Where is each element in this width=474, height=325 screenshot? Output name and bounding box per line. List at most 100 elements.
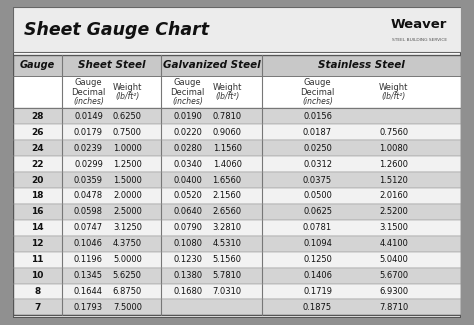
Text: 4.5310: 4.5310	[213, 239, 242, 248]
Text: 0.0640: 0.0640	[173, 207, 202, 216]
Text: 0.0478: 0.0478	[74, 191, 103, 201]
Text: 1.1560: 1.1560	[213, 144, 242, 153]
Text: 0.7500: 0.7500	[113, 128, 142, 137]
Text: 1.0080: 1.0080	[379, 144, 408, 153]
Text: 28: 28	[31, 112, 44, 121]
Text: STEEL BUILDING SERVICE: STEEL BUILDING SERVICE	[392, 38, 447, 42]
Text: (inches): (inches)	[73, 97, 104, 106]
Text: 0.0179: 0.0179	[74, 128, 103, 137]
Text: 2.1560: 2.1560	[213, 191, 242, 201]
Text: 2.5200: 2.5200	[379, 207, 408, 216]
Text: Decimal: Decimal	[71, 88, 106, 97]
Text: 0.0598: 0.0598	[74, 207, 103, 216]
Text: 0.1644: 0.1644	[74, 287, 103, 296]
Text: Galvanized Steel: Galvanized Steel	[163, 60, 260, 70]
Text: 3.1250: 3.1250	[113, 223, 142, 232]
Text: Sheet Steel: Sheet Steel	[78, 60, 145, 70]
Bar	[13, 299, 461, 315]
Text: 0.7560: 0.7560	[379, 128, 408, 137]
Text: 11: 11	[31, 255, 44, 264]
Text: 7: 7	[34, 303, 41, 312]
Text: 14: 14	[31, 223, 44, 232]
Text: Stainless Steel: Stainless Steel	[318, 60, 405, 70]
Text: 0.0500: 0.0500	[303, 191, 332, 201]
Text: 0.1719: 0.1719	[303, 287, 332, 296]
Text: 0.0239: 0.0239	[74, 144, 103, 153]
Text: 0.1345: 0.1345	[74, 271, 103, 280]
Text: Decimal: Decimal	[171, 88, 205, 97]
Text: 1.5120: 1.5120	[379, 176, 408, 185]
Text: 0.1094: 0.1094	[303, 239, 332, 248]
Text: 0.1680: 0.1680	[173, 287, 202, 296]
Text: 1.6560: 1.6560	[213, 176, 242, 185]
Text: 8: 8	[34, 287, 41, 296]
Text: Decimal: Decimal	[301, 88, 335, 97]
Text: 5.1560: 5.1560	[213, 255, 242, 264]
Text: 0.1406: 0.1406	[303, 271, 332, 280]
Bar	[13, 124, 461, 140]
Text: 7.8710: 7.8710	[379, 303, 408, 312]
Bar	[62, 76, 161, 109]
Text: 2.6560: 2.6560	[213, 207, 242, 216]
Text: 0.0299: 0.0299	[74, 160, 103, 169]
Text: 0.6250: 0.6250	[113, 112, 142, 121]
Text: Gauge: Gauge	[20, 60, 55, 70]
Text: 10: 10	[31, 271, 44, 280]
Text: 26: 26	[31, 128, 44, 137]
Text: 0.1046: 0.1046	[74, 239, 103, 248]
Bar	[13, 172, 461, 188]
Text: 0.0312: 0.0312	[303, 160, 332, 169]
Text: 1.2600: 1.2600	[379, 160, 408, 169]
Bar	[13, 7, 461, 52]
Text: 5.0400: 5.0400	[379, 255, 408, 264]
Text: 0.0375: 0.0375	[303, 176, 332, 185]
Bar	[262, 76, 461, 109]
Text: 0.1380: 0.1380	[173, 271, 202, 280]
Text: 0.0280: 0.0280	[173, 144, 202, 153]
Text: 0.0149: 0.0149	[74, 112, 103, 121]
Bar	[13, 252, 461, 267]
Text: Weaver: Weaver	[391, 18, 447, 31]
Text: Gauge: Gauge	[74, 78, 102, 87]
Bar	[13, 236, 461, 252]
Text: 16: 16	[31, 207, 44, 216]
Text: 12: 12	[31, 239, 44, 248]
Text: 0.1793: 0.1793	[74, 303, 103, 312]
Text: Weight: Weight	[379, 83, 408, 92]
Text: Gauge: Gauge	[174, 78, 201, 87]
Text: 0.1875: 0.1875	[303, 303, 332, 312]
Text: (lb/ft²): (lb/ft²)	[115, 92, 139, 101]
Text: Weight: Weight	[212, 83, 242, 92]
Bar	[13, 140, 461, 156]
Text: 4.3750: 4.3750	[113, 239, 142, 248]
Text: 7.5000: 7.5000	[113, 303, 142, 312]
Text: 3.1500: 3.1500	[379, 223, 408, 232]
Text: 22: 22	[31, 160, 44, 169]
Text: 1.0000: 1.0000	[113, 144, 142, 153]
Bar	[13, 220, 461, 236]
Text: 0.0340: 0.0340	[173, 160, 202, 169]
Bar	[161, 76, 262, 109]
Bar	[161, 55, 262, 76]
Text: 20: 20	[31, 176, 44, 185]
Bar	[13, 55, 461, 315]
Bar	[13, 204, 461, 220]
Bar	[13, 267, 461, 283]
Text: (inches): (inches)	[173, 97, 203, 106]
Text: 0.9060: 0.9060	[213, 128, 242, 137]
Text: 0.0400: 0.0400	[173, 176, 202, 185]
Text: 2.0160: 2.0160	[379, 191, 408, 201]
Bar	[13, 109, 461, 124]
Text: 0.0190: 0.0190	[173, 112, 202, 121]
Text: Weight: Weight	[113, 83, 142, 92]
Text: 18: 18	[31, 191, 44, 201]
Text: 1.5000: 1.5000	[113, 176, 142, 185]
Text: 0.1080: 0.1080	[173, 239, 202, 248]
Text: 0.0156: 0.0156	[303, 112, 332, 121]
Bar	[262, 55, 461, 76]
Text: 0.0187: 0.0187	[303, 128, 332, 137]
Bar	[13, 156, 461, 172]
Text: 6.9300: 6.9300	[379, 287, 408, 296]
Text: 5.7810: 5.7810	[213, 271, 242, 280]
Text: 0.1196: 0.1196	[74, 255, 103, 264]
